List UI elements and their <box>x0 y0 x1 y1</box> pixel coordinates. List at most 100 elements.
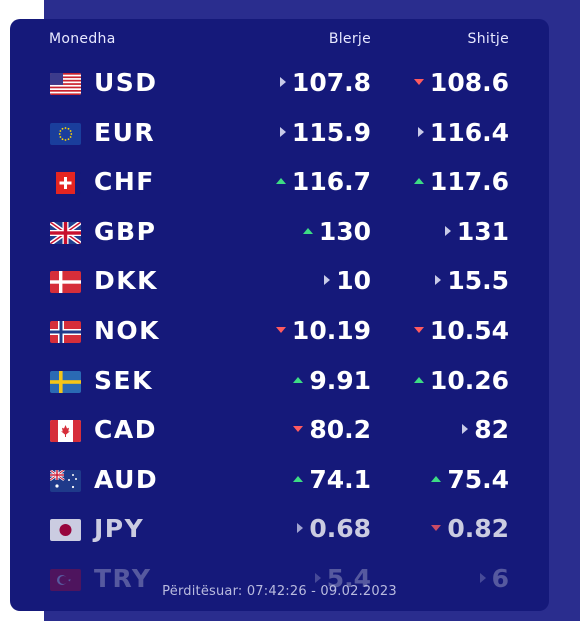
sell-rate-value: 15.5 <box>447 266 509 296</box>
sell-rate-value: 116.4 <box>429 117 509 147</box>
ch-flag-icon <box>50 172 81 195</box>
currency-code: SEK <box>94 365 153 395</box>
arrow-down-icon <box>431 525 442 532</box>
sell-rate: 6 <box>479 564 509 593</box>
header-buy: Blerje <box>328 31 371 47</box>
us-flag-icon <box>50 73 81 95</box>
rate-row-dkk: DKK 10 15.5 <box>10 263 549 303</box>
no-flag-icon <box>50 321 81 343</box>
arrow-down-icon <box>275 327 286 333</box>
arrow-up-icon <box>413 376 424 383</box>
buy-rate-value: 115.9 <box>291 117 371 147</box>
au-flag-icon <box>50 469 81 492</box>
buy-rate: 0.68 <box>297 514 371 543</box>
currency-code: DKK <box>94 266 158 296</box>
buy-rate: 80.2 <box>293 415 371 444</box>
buy-rate-value: 116.7 <box>291 167 371 197</box>
buy-rate: 10 <box>324 266 371 295</box>
buy-rate-value: 107.8 <box>291 68 371 97</box>
buy-rate: 115.9 <box>279 117 371 147</box>
arrow-up-icon <box>431 475 442 482</box>
buy-rate-value: 5.4 <box>326 564 371 593</box>
table-header: Monedha Blerje Shitje <box>10 31 549 49</box>
rate-row-aud: AUD 74.1 75.4 <box>10 462 549 502</box>
sell-rate-value: 0.82 <box>447 514 509 544</box>
buy-rate: 130 <box>302 216 371 246</box>
sell-rate: 131 <box>444 216 509 246</box>
currency-code: EUR <box>94 117 156 147</box>
arrow-down-icon <box>293 426 304 433</box>
sell-rate: 0.82 <box>431 514 509 543</box>
last-updated: Përditësuar: 07:42:26 - 09.02.2023 <box>162 584 397 599</box>
jp-flag-icon <box>50 519 81 542</box>
arrow-up-icon <box>275 178 286 185</box>
exchange-rate-panel: Monedha Blerje Shitje USD 107.8 108.6 EUR 11… <box>10 19 549 611</box>
rate-row-jpy: JPY 0.68 0.82 <box>10 511 549 551</box>
arrow-down-icon <box>413 79 424 85</box>
buy-rate-value: 80.2 <box>309 415 371 445</box>
sell-rate: 75.4 <box>431 465 509 494</box>
rate-row-sek: SEK 9.91 10.26 <box>10 363 549 403</box>
arrow-right-icon <box>444 225 451 236</box>
rate-row-chf: CHF 116.7 117.6 <box>10 164 549 204</box>
sell-rate: 10.26 <box>413 365 509 395</box>
sell-rate-value: 82 <box>474 415 509 445</box>
sell-rate-value: 131 <box>456 216 509 246</box>
buy-rate: 74.1 <box>293 465 371 494</box>
se-flag-icon <box>50 370 81 393</box>
sell-rate: 116.4 <box>417 117 509 147</box>
buy-rate-value: 10 <box>336 266 371 296</box>
currency-code: JPY <box>94 514 145 544</box>
buy-rate: 9.91 <box>293 366 371 395</box>
rate-row-gbp: GBP 130 131 <box>10 214 549 254</box>
sell-rate-value: 10.26 <box>429 365 509 395</box>
buy-rate-value: 10.19 <box>291 316 371 345</box>
dk-flag-icon <box>50 271 81 294</box>
eu-flag-icon <box>50 122 81 145</box>
arrow-up-icon <box>293 475 304 482</box>
arrow-right-icon <box>462 424 469 435</box>
sell-rate-value: 75.4 <box>447 464 509 494</box>
rate-row-try: TRY 5.4 6 <box>10 561 549 601</box>
arrow-up-icon <box>293 376 304 383</box>
sell-rate-value: 10.54 <box>429 316 509 345</box>
buy-rate: 107.8 <box>279 68 371 97</box>
currency-code: GBP <box>94 216 157 246</box>
currency-code: AUD <box>94 464 159 494</box>
arrow-right-icon <box>417 126 424 137</box>
currency-code: NOK <box>94 316 161 345</box>
sell-rate-value: 6 <box>491 564 509 593</box>
currency-code: TRY <box>94 564 152 593</box>
arrow-right-icon <box>479 573 486 583</box>
arrow-right-icon <box>279 77 286 87</box>
arrow-up-icon <box>413 178 424 185</box>
sell-rate: 15.5 <box>435 266 509 295</box>
arrow-right-icon <box>435 275 442 286</box>
sell-rate: 108.6 <box>413 68 509 97</box>
gb-flag-icon <box>50 221 81 244</box>
rate-row-eur: EUR 115.9 116.4 <box>10 115 549 155</box>
currency-code: CHF <box>94 167 155 197</box>
arrow-down-icon <box>413 327 424 333</box>
sell-rate: 82 <box>462 415 509 444</box>
buy-rate-value: 0.68 <box>309 514 371 544</box>
rate-row-cad: CAD 80.2 82 <box>10 412 549 452</box>
sell-rate: 10.54 <box>413 316 509 345</box>
arrow-right-icon <box>314 573 321 583</box>
buy-rate: 116.7 <box>275 167 371 197</box>
currency-code: USD <box>94 68 158 97</box>
arrow-up-icon <box>302 227 313 234</box>
header-currency: Monedha <box>49 31 116 47</box>
sell-rate-value: 117.6 <box>429 167 509 197</box>
rate-row-usd: USD 107.8 108.6 <box>10 65 549 105</box>
buy-rate: 5.4 <box>314 564 371 593</box>
buy-rate: 10.19 <box>275 316 371 345</box>
sell-rate-value: 108.6 <box>429 68 509 97</box>
buy-rate-value: 74.1 <box>309 464 371 494</box>
tr-flag-icon <box>50 569 81 591</box>
sell-rate: 117.6 <box>413 167 509 197</box>
arrow-right-icon <box>297 523 304 534</box>
arrow-right-icon <box>279 126 286 137</box>
ca-flag-icon <box>50 420 81 443</box>
buy-rate-value: 130 <box>318 216 371 246</box>
